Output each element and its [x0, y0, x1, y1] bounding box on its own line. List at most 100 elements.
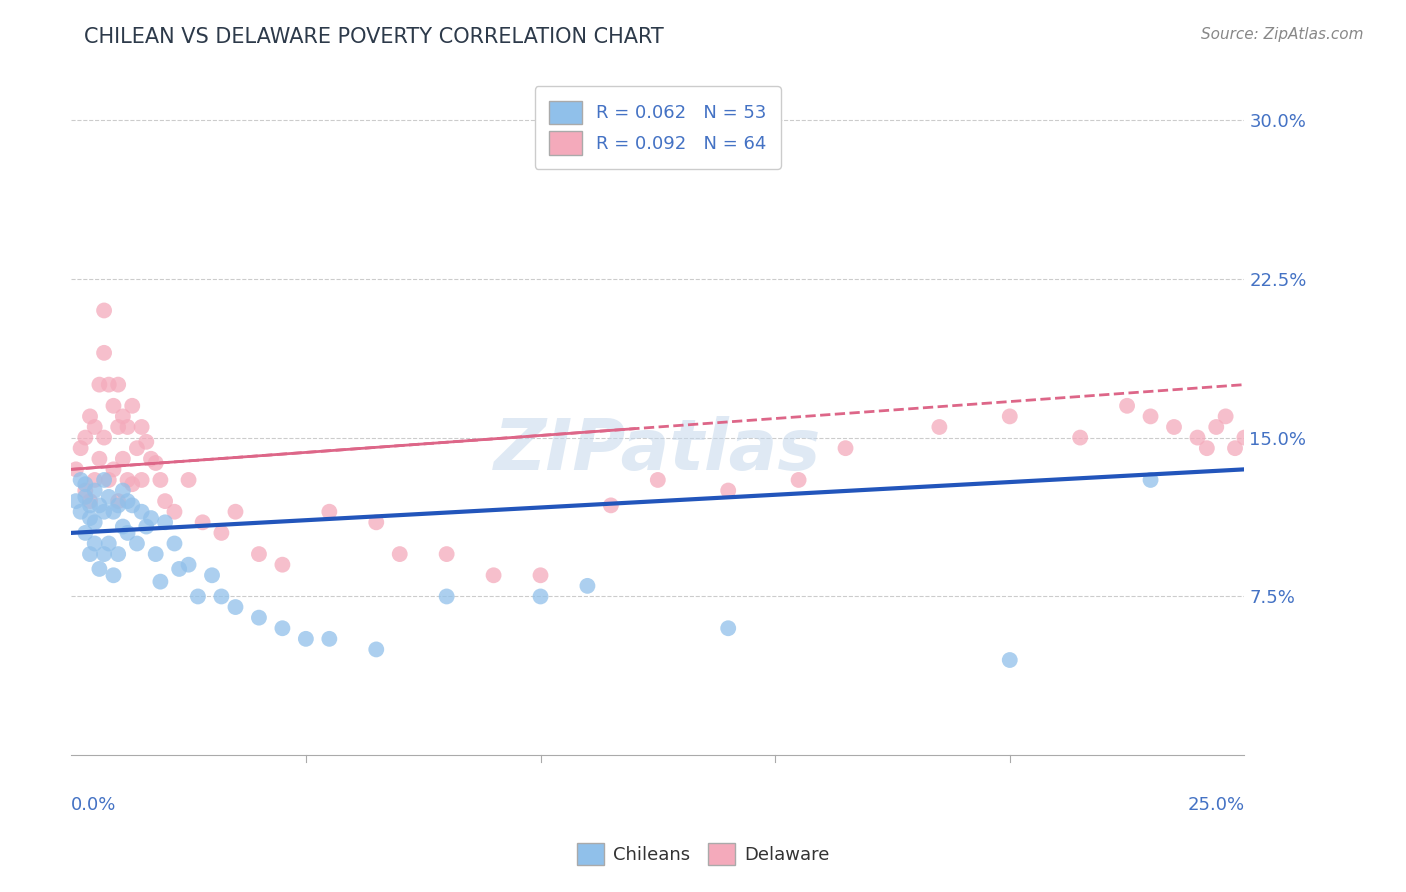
Point — [928, 420, 950, 434]
Point — [79, 547, 101, 561]
Point — [65, 494, 87, 508]
Point — [107, 494, 129, 508]
Point — [787, 473, 810, 487]
Point — [75, 483, 97, 498]
Point — [89, 499, 111, 513]
Point — [318, 632, 340, 646]
Point — [107, 499, 129, 513]
Point — [163, 505, 186, 519]
Point — [83, 473, 105, 487]
Text: ZIPatlas: ZIPatlas — [494, 416, 821, 484]
Point — [388, 547, 411, 561]
Point — [482, 568, 505, 582]
Point — [224, 505, 246, 519]
Point — [1069, 431, 1091, 445]
Point — [366, 516, 388, 530]
Legend: Chileans, Delaware: Chileans, Delaware — [568, 834, 838, 874]
Point — [145, 547, 167, 561]
Point — [69, 473, 91, 487]
Point — [79, 511, 101, 525]
Point — [121, 499, 143, 513]
Point — [93, 303, 115, 318]
Point — [93, 505, 115, 519]
Point — [97, 377, 120, 392]
Point — [1187, 431, 1209, 445]
Point — [1163, 420, 1185, 434]
Point — [75, 477, 97, 491]
Point — [187, 590, 209, 604]
Point — [107, 377, 129, 392]
Text: Source: ZipAtlas.com: Source: ZipAtlas.com — [1201, 27, 1364, 42]
Point — [167, 562, 190, 576]
Point — [83, 536, 105, 550]
Point — [121, 477, 143, 491]
Point — [209, 590, 232, 604]
Point — [107, 547, 129, 561]
Point — [117, 494, 139, 508]
Point — [647, 473, 669, 487]
Point — [998, 653, 1021, 667]
Point — [111, 451, 134, 466]
Point — [1116, 399, 1139, 413]
Point — [163, 536, 186, 550]
Point — [1233, 431, 1256, 445]
Point — [318, 505, 340, 519]
Point — [717, 621, 740, 635]
Point — [131, 473, 153, 487]
Point — [93, 431, 115, 445]
Point — [117, 420, 139, 434]
Point — [79, 499, 101, 513]
Point — [247, 547, 270, 561]
Point — [366, 642, 388, 657]
Point — [103, 399, 125, 413]
Point — [117, 525, 139, 540]
Point — [998, 409, 1021, 424]
Point — [111, 519, 134, 533]
Point — [529, 568, 551, 582]
Point — [93, 346, 115, 360]
Point — [111, 409, 134, 424]
Point — [103, 462, 125, 476]
Point — [111, 483, 134, 498]
Point — [65, 462, 87, 476]
Point — [271, 621, 294, 635]
Point — [89, 377, 111, 392]
Point — [177, 473, 200, 487]
Text: 0.0%: 0.0% — [72, 796, 117, 814]
Point — [436, 590, 458, 604]
Point — [89, 451, 111, 466]
Point — [153, 494, 176, 508]
Point — [271, 558, 294, 572]
Point — [93, 473, 115, 487]
Point — [103, 568, 125, 582]
Point — [247, 610, 270, 624]
Point — [79, 409, 101, 424]
Point — [1215, 409, 1237, 424]
Legend: R = 0.062   N = 53, R = 0.092   N = 64: R = 0.062 N = 53, R = 0.092 N = 64 — [534, 87, 780, 169]
Point — [149, 574, 172, 589]
Point — [191, 516, 214, 530]
Point — [599, 499, 621, 513]
Point — [83, 420, 105, 434]
Point — [139, 511, 162, 525]
Point — [209, 525, 232, 540]
Point — [1195, 441, 1218, 455]
Point — [69, 505, 91, 519]
Point — [97, 490, 120, 504]
Point — [139, 451, 162, 466]
Point — [576, 579, 599, 593]
Point — [83, 516, 105, 530]
Point — [75, 525, 97, 540]
Point — [295, 632, 318, 646]
Point — [97, 473, 120, 487]
Point — [75, 490, 97, 504]
Point — [107, 420, 129, 434]
Point — [201, 568, 224, 582]
Point — [125, 536, 148, 550]
Point — [89, 562, 111, 576]
Point — [131, 420, 153, 434]
Point — [436, 547, 458, 561]
Text: 25.0%: 25.0% — [1187, 796, 1244, 814]
Point — [125, 441, 148, 455]
Point — [131, 505, 153, 519]
